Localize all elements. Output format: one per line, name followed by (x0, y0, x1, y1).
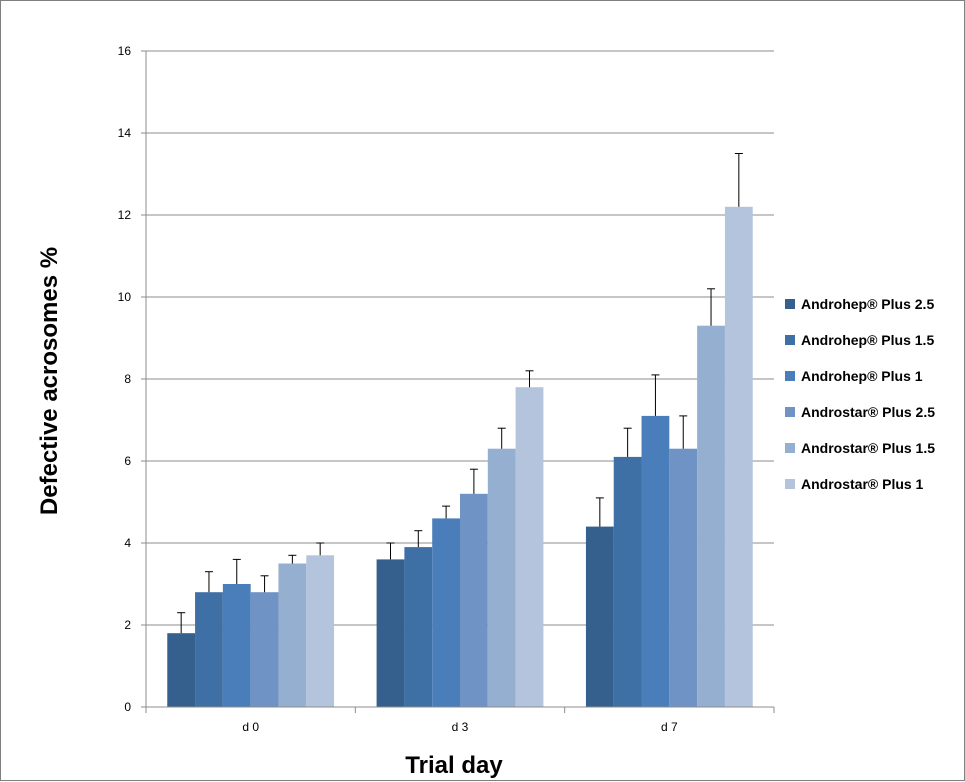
bar (167, 633, 196, 707)
legend-label: Androhep® Plus 2.5 (801, 296, 934, 312)
bar (515, 387, 544, 707)
legend-swatch (785, 443, 795, 453)
gridlines (146, 50, 774, 626)
axes (145, 51, 774, 708)
legend-swatch (785, 299, 795, 309)
legend-swatch (785, 371, 795, 381)
legend-label: Androstar® Plus 2.5 (801, 404, 935, 420)
legend-swatch (785, 479, 795, 489)
legend-label: Androstar® Plus 1 (801, 476, 924, 492)
bar (697, 325, 725, 707)
bar (306, 555, 335, 707)
legend-label: Androstar® Plus 1.5 (801, 440, 935, 456)
legend-swatch (785, 407, 795, 417)
y-axis-ticks: 0 2 4 6 8 10 12 14 16 (118, 44, 146, 714)
y-tick-label: 10 (118, 290, 132, 304)
x-tick-label: d 0 (242, 720, 259, 734)
y-tick-label: 0 (124, 700, 131, 714)
bar (404, 547, 433, 707)
y-axis-label: Defective acrosomes % (36, 247, 63, 515)
y-tick-label: 2 (124, 618, 131, 632)
bar (669, 448, 698, 707)
x-axis-label: Trial day (405, 752, 503, 779)
bar (724, 206, 753, 708)
bar (585, 526, 614, 707)
legend: Androhep® Plus 2.5 Androhep® Plus 1.5 Andr… (785, 296, 935, 492)
bar (613, 456, 642, 707)
x-tick-label: d 3 (452, 720, 469, 734)
bar (487, 448, 516, 707)
x-axis-ticks: d 0 d 3 d 7 (145, 707, 775, 734)
y-tick-label: 4 (124, 536, 131, 550)
legend-label: Androhep® Plus 1.5 (801, 332, 934, 348)
bar (278, 563, 307, 707)
y-tick-label: 16 (118, 44, 132, 58)
bar (250, 592, 279, 707)
bar (460, 493, 488, 707)
legend-label: Androhep® Plus 1 (801, 368, 923, 384)
x-tick-label: d 7 (661, 720, 678, 734)
legend-swatch (785, 335, 795, 345)
y-tick-label: 6 (124, 454, 131, 468)
bar (641, 415, 670, 707)
y-tick-label: 14 (118, 126, 132, 140)
y-tick-label: 12 (118, 208, 132, 222)
bar (195, 592, 223, 707)
y-tick-label: 8 (124, 372, 131, 386)
bar (376, 559, 405, 707)
bar (222, 584, 251, 707)
bars (167, 153, 753, 708)
bar (432, 518, 460, 707)
